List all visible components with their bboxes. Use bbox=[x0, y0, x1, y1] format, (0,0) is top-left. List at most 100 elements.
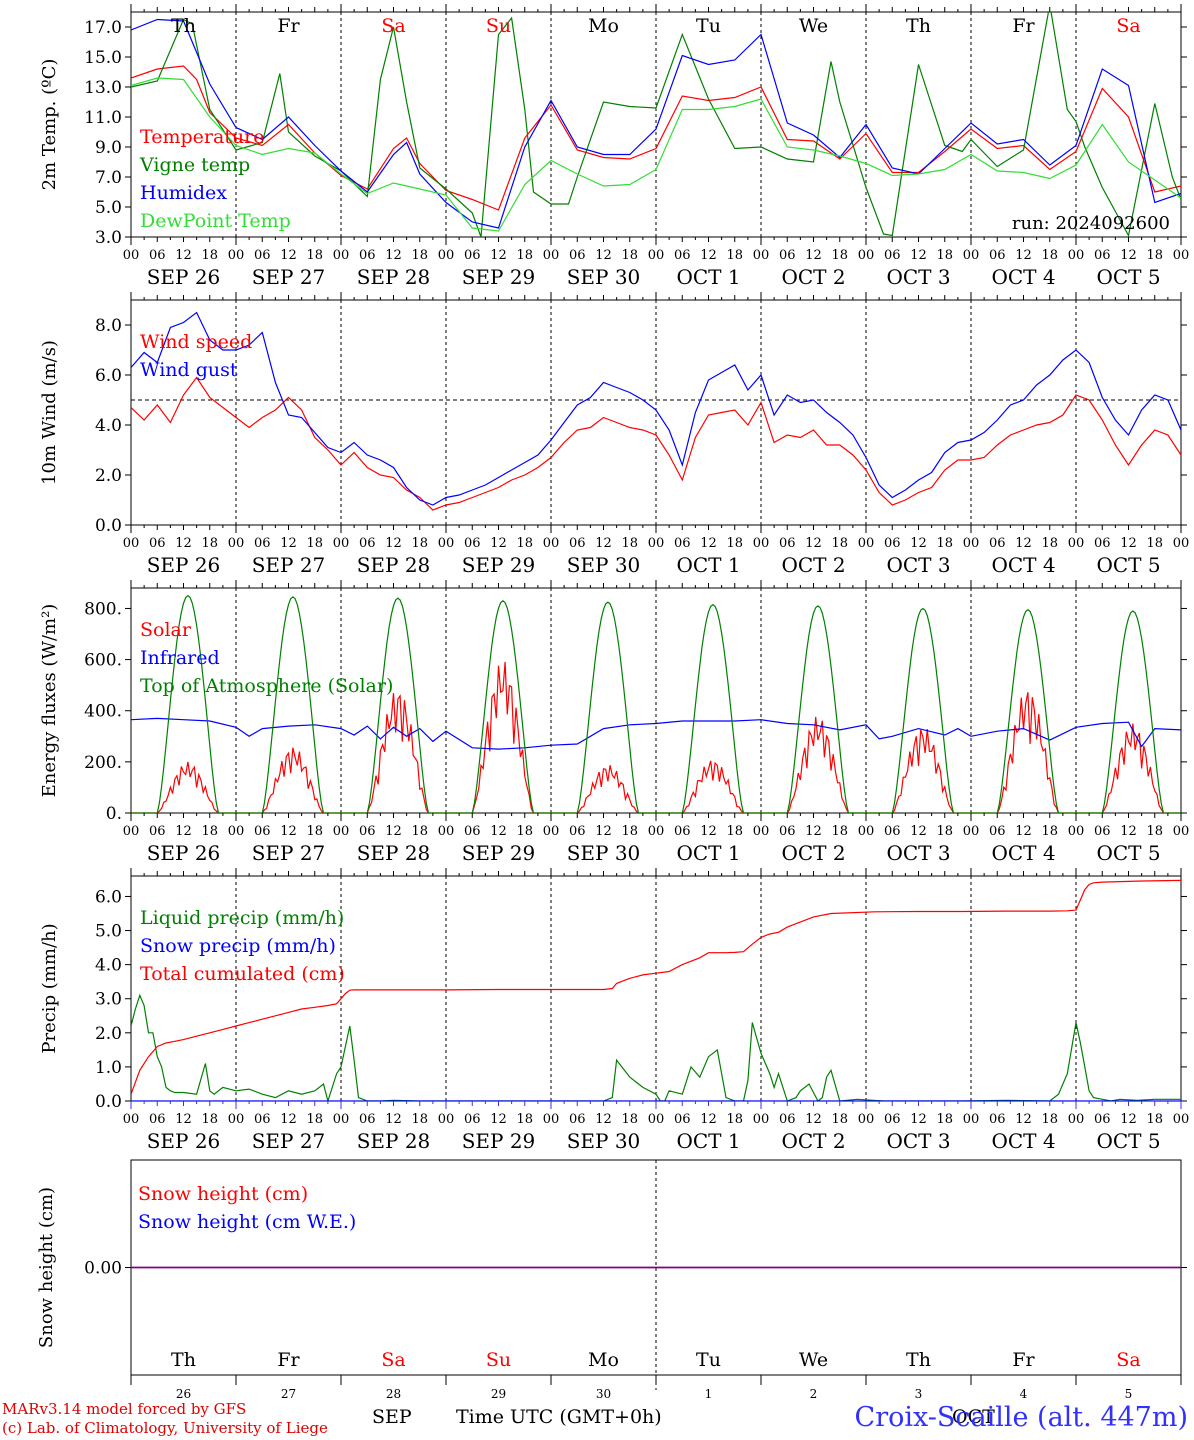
hour-label: 12 bbox=[385, 1112, 402, 1127]
hour-label: 18 bbox=[411, 248, 428, 263]
y-tick-label: 5.0 bbox=[95, 922, 122, 942]
hour-label: 00 bbox=[123, 248, 140, 263]
date-label: SEP 30 bbox=[567, 1129, 641, 1153]
hour-label: 00 bbox=[543, 536, 560, 551]
hour-label: 12 bbox=[385, 824, 402, 839]
weekday-label: Sa bbox=[1116, 15, 1140, 37]
date-label: SEP 26 bbox=[147, 265, 221, 289]
hour-label: 00 bbox=[123, 1112, 140, 1127]
date-label: OCT 4 bbox=[991, 841, 1055, 865]
hour-label: 06 bbox=[1094, 536, 1111, 551]
date-label: OCT 1 bbox=[676, 553, 740, 577]
hour-label: 00 bbox=[1068, 824, 1085, 839]
date-label: OCT 4 bbox=[991, 265, 1055, 289]
weekday-label: Su bbox=[486, 15, 511, 37]
legend-entry: Snow precip (mm/h) bbox=[140, 935, 336, 957]
panel-1: 3.0 5.0 7.0 9.0 11.0 13.0 15.0 17.0 00 06 12 18 00 06… bbox=[39, 4, 1189, 289]
date-label: SEP 28 bbox=[357, 841, 431, 865]
y-tick-label: 200. bbox=[84, 753, 122, 773]
month-label-oct: OCT bbox=[952, 1406, 995, 1428]
weekday-label: Sa bbox=[381, 1349, 405, 1371]
hour-label: 18 bbox=[621, 248, 638, 263]
y-tick-label: 7.0 bbox=[95, 168, 122, 188]
hour-label: 06 bbox=[1094, 824, 1111, 839]
legend-entry: Snow height (cm) bbox=[138, 1183, 308, 1205]
hour-label: 00 bbox=[858, 824, 875, 839]
hour-label: 18 bbox=[831, 1112, 848, 1127]
hour-label: 12 bbox=[385, 248, 402, 263]
date-label: OCT 2 bbox=[781, 553, 845, 577]
hour-label: 12 bbox=[1015, 536, 1032, 551]
y-tick-label: 15.0 bbox=[84, 48, 122, 68]
y-axis-label: Precip (mm/h) bbox=[39, 923, 60, 1053]
hour-label: 18 bbox=[1146, 824, 1163, 839]
hour-label: 12 bbox=[805, 1112, 822, 1127]
hour-label: 00 bbox=[543, 824, 560, 839]
weekday-label: Sa bbox=[1116, 1349, 1140, 1371]
hour-label: 18 bbox=[306, 248, 323, 263]
day-number: 28 bbox=[386, 1387, 401, 1401]
hour-label: 06 bbox=[359, 248, 376, 263]
hour-label: 06 bbox=[779, 248, 796, 263]
hour-label: 06 bbox=[779, 1112, 796, 1127]
hour-label: 06 bbox=[779, 824, 796, 839]
hour-label: 18 bbox=[516, 1112, 533, 1127]
date-label: OCT 2 bbox=[781, 1129, 845, 1153]
y-tick-label: 2.0 bbox=[95, 466, 122, 486]
weekday-label: Th bbox=[906, 1349, 931, 1371]
date-label: SEP 29 bbox=[462, 265, 536, 289]
plot-frame bbox=[130, 587, 1182, 814]
weekday-label: Mo bbox=[588, 1349, 619, 1371]
date-label: SEP 27 bbox=[252, 1129, 326, 1153]
weekday-label: We bbox=[799, 15, 828, 37]
hour-label: 00 bbox=[963, 248, 980, 263]
hour-label: 12 bbox=[700, 1112, 717, 1127]
station-name: Croix-Scaille (alt. 447m) bbox=[854, 1402, 1188, 1433]
hour-label: 06 bbox=[569, 1112, 586, 1127]
hour-label: 00 bbox=[753, 536, 770, 551]
hour-label: 12 bbox=[1120, 824, 1137, 839]
date-label: SEP 27 bbox=[252, 265, 326, 289]
date-label: SEP 28 bbox=[357, 1129, 431, 1153]
hour-label: 18 bbox=[726, 536, 743, 551]
hour-label: 00 bbox=[858, 536, 875, 551]
date-label: OCT 3 bbox=[886, 553, 950, 577]
hour-label: 00 bbox=[438, 248, 455, 263]
day-number: 5 bbox=[1125, 1387, 1133, 1401]
weekday-label: Su bbox=[486, 1349, 511, 1371]
hour-label: 06 bbox=[359, 536, 376, 551]
date-label: OCT 4 bbox=[991, 553, 1055, 577]
hour-label: 12 bbox=[175, 248, 192, 263]
hour-label: 06 bbox=[674, 536, 691, 551]
hour-label: 18 bbox=[201, 536, 218, 551]
y-tick-label: 13.0 bbox=[84, 78, 122, 98]
hour-label: 00 bbox=[438, 536, 455, 551]
date-label: OCT 5 bbox=[1096, 265, 1160, 289]
hour-label: 06 bbox=[779, 536, 796, 551]
hour-label: 06 bbox=[464, 824, 481, 839]
hour-label: 12 bbox=[1015, 1112, 1032, 1127]
hour-label: 06 bbox=[359, 824, 376, 839]
series-dewpoint-temp bbox=[131, 77, 1181, 232]
hour-label: 12 bbox=[1120, 536, 1137, 551]
credit-lab: (c) Lab. of Climatology, University of L… bbox=[2, 1419, 328, 1437]
hour-label: 00 bbox=[753, 248, 770, 263]
hour-label: 12 bbox=[805, 536, 822, 551]
y-tick-label: 3.0 bbox=[95, 228, 122, 248]
hour-label: 18 bbox=[726, 1112, 743, 1127]
weekday-label: Fr bbox=[1012, 1349, 1035, 1371]
hour-label: 06 bbox=[569, 824, 586, 839]
hour-label: 06 bbox=[254, 536, 271, 551]
hour-label: 00 bbox=[648, 248, 665, 263]
hour-label: 18 bbox=[1041, 1112, 1058, 1127]
y-tick-label: 6.0 bbox=[95, 366, 122, 386]
panel-3: 0. 200. 400. 600. 800. 00 06 12 18 00 06 12 18 00 06 12… bbox=[39, 580, 1189, 865]
y-tick-label: 0.0 bbox=[95, 516, 122, 536]
time-axis-label: Time UTC (GMT+0h) bbox=[456, 1406, 662, 1428]
hour-label: 12 bbox=[595, 1112, 612, 1127]
hour-label: 06 bbox=[464, 1112, 481, 1127]
y-tick-label: 3.0 bbox=[95, 990, 122, 1010]
day-number: 2 bbox=[810, 1387, 818, 1401]
hour-label: 00 bbox=[648, 536, 665, 551]
